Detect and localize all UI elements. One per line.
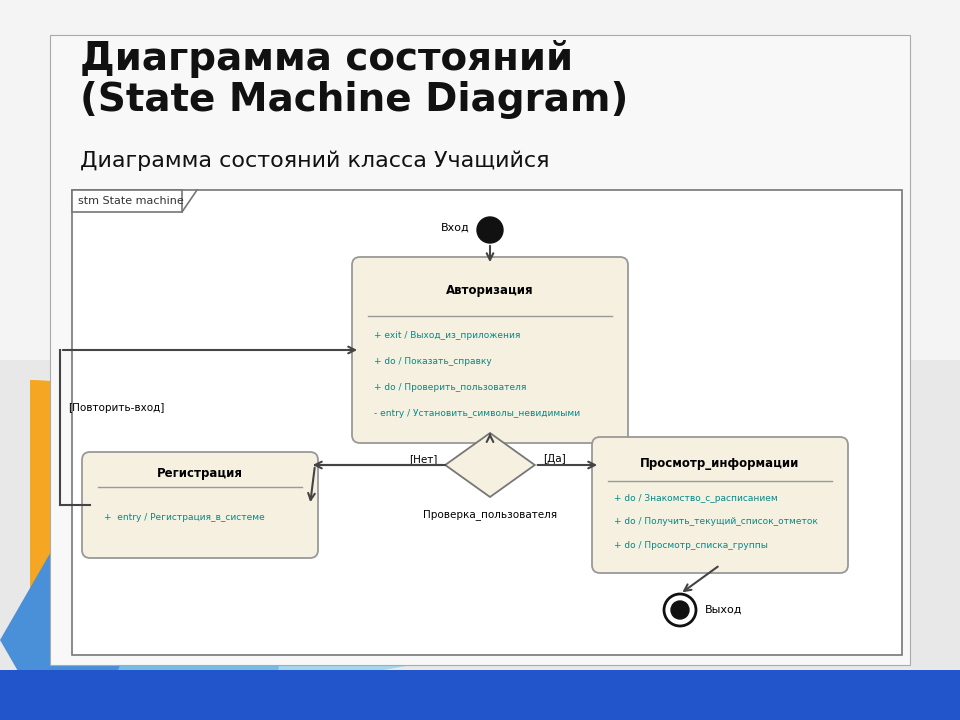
Text: +  entry / Регистрация_в_системе: + entry / Регистрация_в_системе — [104, 513, 265, 522]
Text: + do / Получить_текущий_список_отметок: + do / Получить_текущий_список_отметок — [614, 518, 818, 526]
Text: [Нет]: [Нет] — [409, 454, 437, 464]
Text: Диаграмма состояний класса Учащийся: Диаграмма состояний класса Учащийся — [80, 150, 549, 171]
FancyBboxPatch shape — [592, 437, 848, 573]
Text: Диаграмма состояний
(State Machine Diagram): Диаграмма состояний (State Machine Diagr… — [80, 40, 629, 119]
Text: [Повторить-вход]: [Повторить-вход] — [68, 402, 164, 413]
Circle shape — [664, 594, 696, 626]
Text: + do / Знакомство_с_расписанием: + do / Знакомство_с_расписанием — [614, 494, 778, 503]
Text: [Да]: [Да] — [542, 454, 565, 464]
Text: + do / Проверить_пользователя: + do / Проверить_пользователя — [374, 383, 526, 392]
Wedge shape — [0, 397, 280, 720]
FancyBboxPatch shape — [0, 670, 960, 720]
Text: Просмотр_информации: Просмотр_информации — [640, 456, 800, 469]
Text: Регистрация: Регистрация — [157, 467, 243, 480]
FancyBboxPatch shape — [0, 0, 960, 360]
FancyBboxPatch shape — [352, 257, 628, 443]
FancyBboxPatch shape — [50, 35, 910, 665]
Text: Проверка_пользователя: Проверка_пользователя — [423, 509, 557, 520]
Wedge shape — [30, 380, 230, 720]
Text: stm State machine: stm State machine — [78, 196, 183, 206]
Text: + do / Показать_справку: + do / Показать_справку — [374, 357, 492, 366]
Wedge shape — [100, 391, 444, 720]
Text: + exit / Выход_из_приложения: + exit / Выход_из_приложения — [374, 330, 520, 340]
Text: Вход: Вход — [442, 223, 470, 233]
Circle shape — [477, 217, 503, 243]
FancyBboxPatch shape — [72, 190, 902, 655]
Text: Авторизация: Авторизация — [446, 284, 534, 297]
FancyBboxPatch shape — [82, 452, 318, 558]
Text: Выход: Выход — [705, 605, 742, 615]
FancyBboxPatch shape — [72, 190, 182, 212]
Circle shape — [671, 601, 689, 619]
Polygon shape — [445, 433, 535, 497]
Text: - entry / Установить_символы_невидимыми: - entry / Установить_символы_невидимыми — [374, 410, 580, 418]
Text: + do / Просмотр_списка_группы: + do / Просмотр_списка_группы — [614, 541, 768, 550]
